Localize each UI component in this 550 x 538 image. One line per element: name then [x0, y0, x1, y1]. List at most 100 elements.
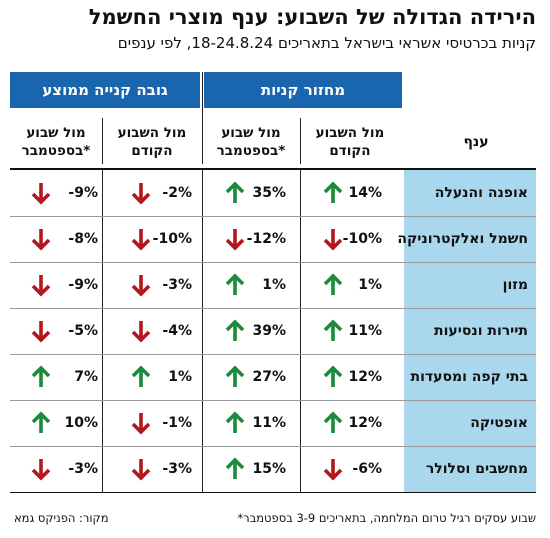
table-row: מחשבים וסלולר -6% 15% -3% -3% — [0, 446, 550, 492]
column-divider — [202, 400, 203, 446]
value-turnover-prev-week: -6% — [352, 461, 382, 477]
value-average-september: -9% — [68, 277, 98, 293]
arrow-down-icon — [31, 183, 51, 205]
value-turnover-prev-week: 12% — [348, 369, 382, 385]
column-divider — [202, 216, 203, 262]
arrow-down-icon — [225, 229, 245, 251]
bottom-rule — [10, 492, 536, 493]
category-label: חשמל ואלקטרוניקה — [397, 231, 528, 247]
column-divider — [102, 354, 103, 400]
category-label: מזון — [502, 277, 528, 293]
value-average-prev-week: -3% — [162, 461, 192, 477]
value-average-prev-week: -2% — [162, 185, 192, 201]
arrow-up-icon — [225, 365, 245, 387]
category-label: מחשבים וסלולר — [425, 461, 528, 477]
value-average-september: -5% — [68, 323, 98, 339]
column-header-average-prev-week: מול השבוע הקודם — [117, 125, 187, 159]
arrow-down-icon — [31, 459, 51, 481]
value-turnover-september: 15% — [252, 461, 286, 477]
value-average-prev-week: -10% — [152, 231, 192, 247]
source-credit: מקור: הפניקס גמא — [14, 511, 109, 525]
group-divider — [202, 72, 203, 164]
column-divider — [202, 308, 203, 354]
table-row: אופטיקה 12% 11% -1% 10% — [0, 400, 550, 446]
column-header-category: ענף — [463, 134, 489, 150]
table-row: אופנה והנעלה 14% 35% -2% -9% — [0, 170, 550, 216]
arrow-up-icon — [323, 411, 343, 433]
column-header-turnover-prev-week: מול השבוע הקודם — [315, 125, 385, 159]
category-column-background — [404, 170, 536, 492]
column-divider — [202, 446, 203, 492]
value-average-prev-week: -3% — [162, 277, 192, 293]
value-average-prev-week: -4% — [162, 323, 192, 339]
value-average-prev-week: -1% — [162, 415, 192, 431]
arrow-down-icon — [31, 229, 51, 251]
arrow-up-icon — [323, 365, 343, 387]
column-divider — [300, 446, 301, 492]
category-label: בתי קפה ומסעדות — [410, 369, 528, 385]
row-divider — [10, 354, 536, 355]
column-divider — [102, 308, 103, 354]
header-divider — [300, 118, 301, 164]
arrow-down-icon — [131, 275, 151, 297]
value-turnover-prev-week: 11% — [348, 323, 382, 339]
value-turnover-prev-week: 14% — [348, 185, 382, 201]
chart-title: הירידה הגדולה של השבוע: ענף מוצרי החשמל — [88, 5, 536, 29]
arrow-up-icon — [225, 181, 245, 203]
value-turnover-september: 11% — [252, 415, 286, 431]
value-average-september: 7% — [74, 369, 98, 385]
arrow-up-icon — [323, 273, 343, 295]
row-divider — [10, 446, 536, 447]
value-average-september: -3% — [68, 461, 98, 477]
column-header-average-september: מול שבוע בספטמבר* — [21, 125, 91, 159]
category-label: אופטיקה — [470, 415, 528, 431]
value-turnover-september: 1% — [262, 277, 286, 293]
column-divider — [102, 400, 103, 446]
column-divider — [202, 262, 203, 308]
column-divider — [300, 216, 301, 262]
arrow-down-icon — [323, 459, 343, 481]
header-divider — [102, 118, 103, 164]
category-label: תיירות ונסיעות — [434, 323, 528, 339]
arrow-up-icon — [323, 181, 343, 203]
row-divider — [10, 400, 536, 401]
table-row: מזון 1% 1% -3% -9% — [0, 262, 550, 308]
table-row: תיירות ונסיעות 11% 39% -4% -5% — [0, 308, 550, 354]
group-header-turnover: מחזור קניות — [204, 72, 402, 108]
arrow-up-icon — [225, 457, 245, 479]
arrow-up-icon — [225, 273, 245, 295]
arrow-down-icon — [131, 321, 151, 343]
arrow-down-icon — [131, 183, 151, 205]
chart-subtitle: קניות בכרטיסי אשראי בישראל בתאריכים 18-2… — [117, 34, 536, 52]
column-divider — [300, 400, 301, 446]
column-divider — [102, 446, 103, 492]
arrow-up-icon — [323, 319, 343, 341]
row-divider — [10, 308, 536, 309]
value-turnover-september: 39% — [252, 323, 286, 339]
value-turnover-prev-week: 1% — [358, 277, 382, 293]
table-row: בתי קפה ומסעדות 12% 27% 1% 7% — [0, 354, 550, 400]
arrow-up-icon — [225, 319, 245, 341]
arrow-up-icon — [225, 411, 245, 433]
value-turnover-prev-week: 12% — [348, 415, 382, 431]
column-divider — [300, 170, 301, 216]
column-divider — [102, 216, 103, 262]
column-divider — [102, 262, 103, 308]
row-divider — [10, 262, 536, 263]
footnote: *שבוע עסקים רגיל טרום המלחמה, בתאריכים 3… — [237, 511, 536, 525]
arrow-down-icon — [131, 229, 151, 251]
value-turnover-september: -12% — [246, 231, 286, 247]
arrow-down-icon — [323, 229, 343, 251]
arrow-down-icon — [131, 413, 151, 435]
value-turnover-prev-week: -10% — [342, 231, 382, 247]
column-divider — [300, 308, 301, 354]
column-divider — [202, 170, 203, 216]
header-rule — [10, 168, 536, 170]
arrow-down-icon — [31, 321, 51, 343]
arrow-up-icon — [31, 365, 51, 387]
column-divider — [300, 354, 301, 400]
arrow-down-icon — [31, 275, 51, 297]
value-average-september: -9% — [68, 185, 98, 201]
value-average-september: 10% — [64, 415, 98, 431]
arrow-up-icon — [31, 411, 51, 433]
